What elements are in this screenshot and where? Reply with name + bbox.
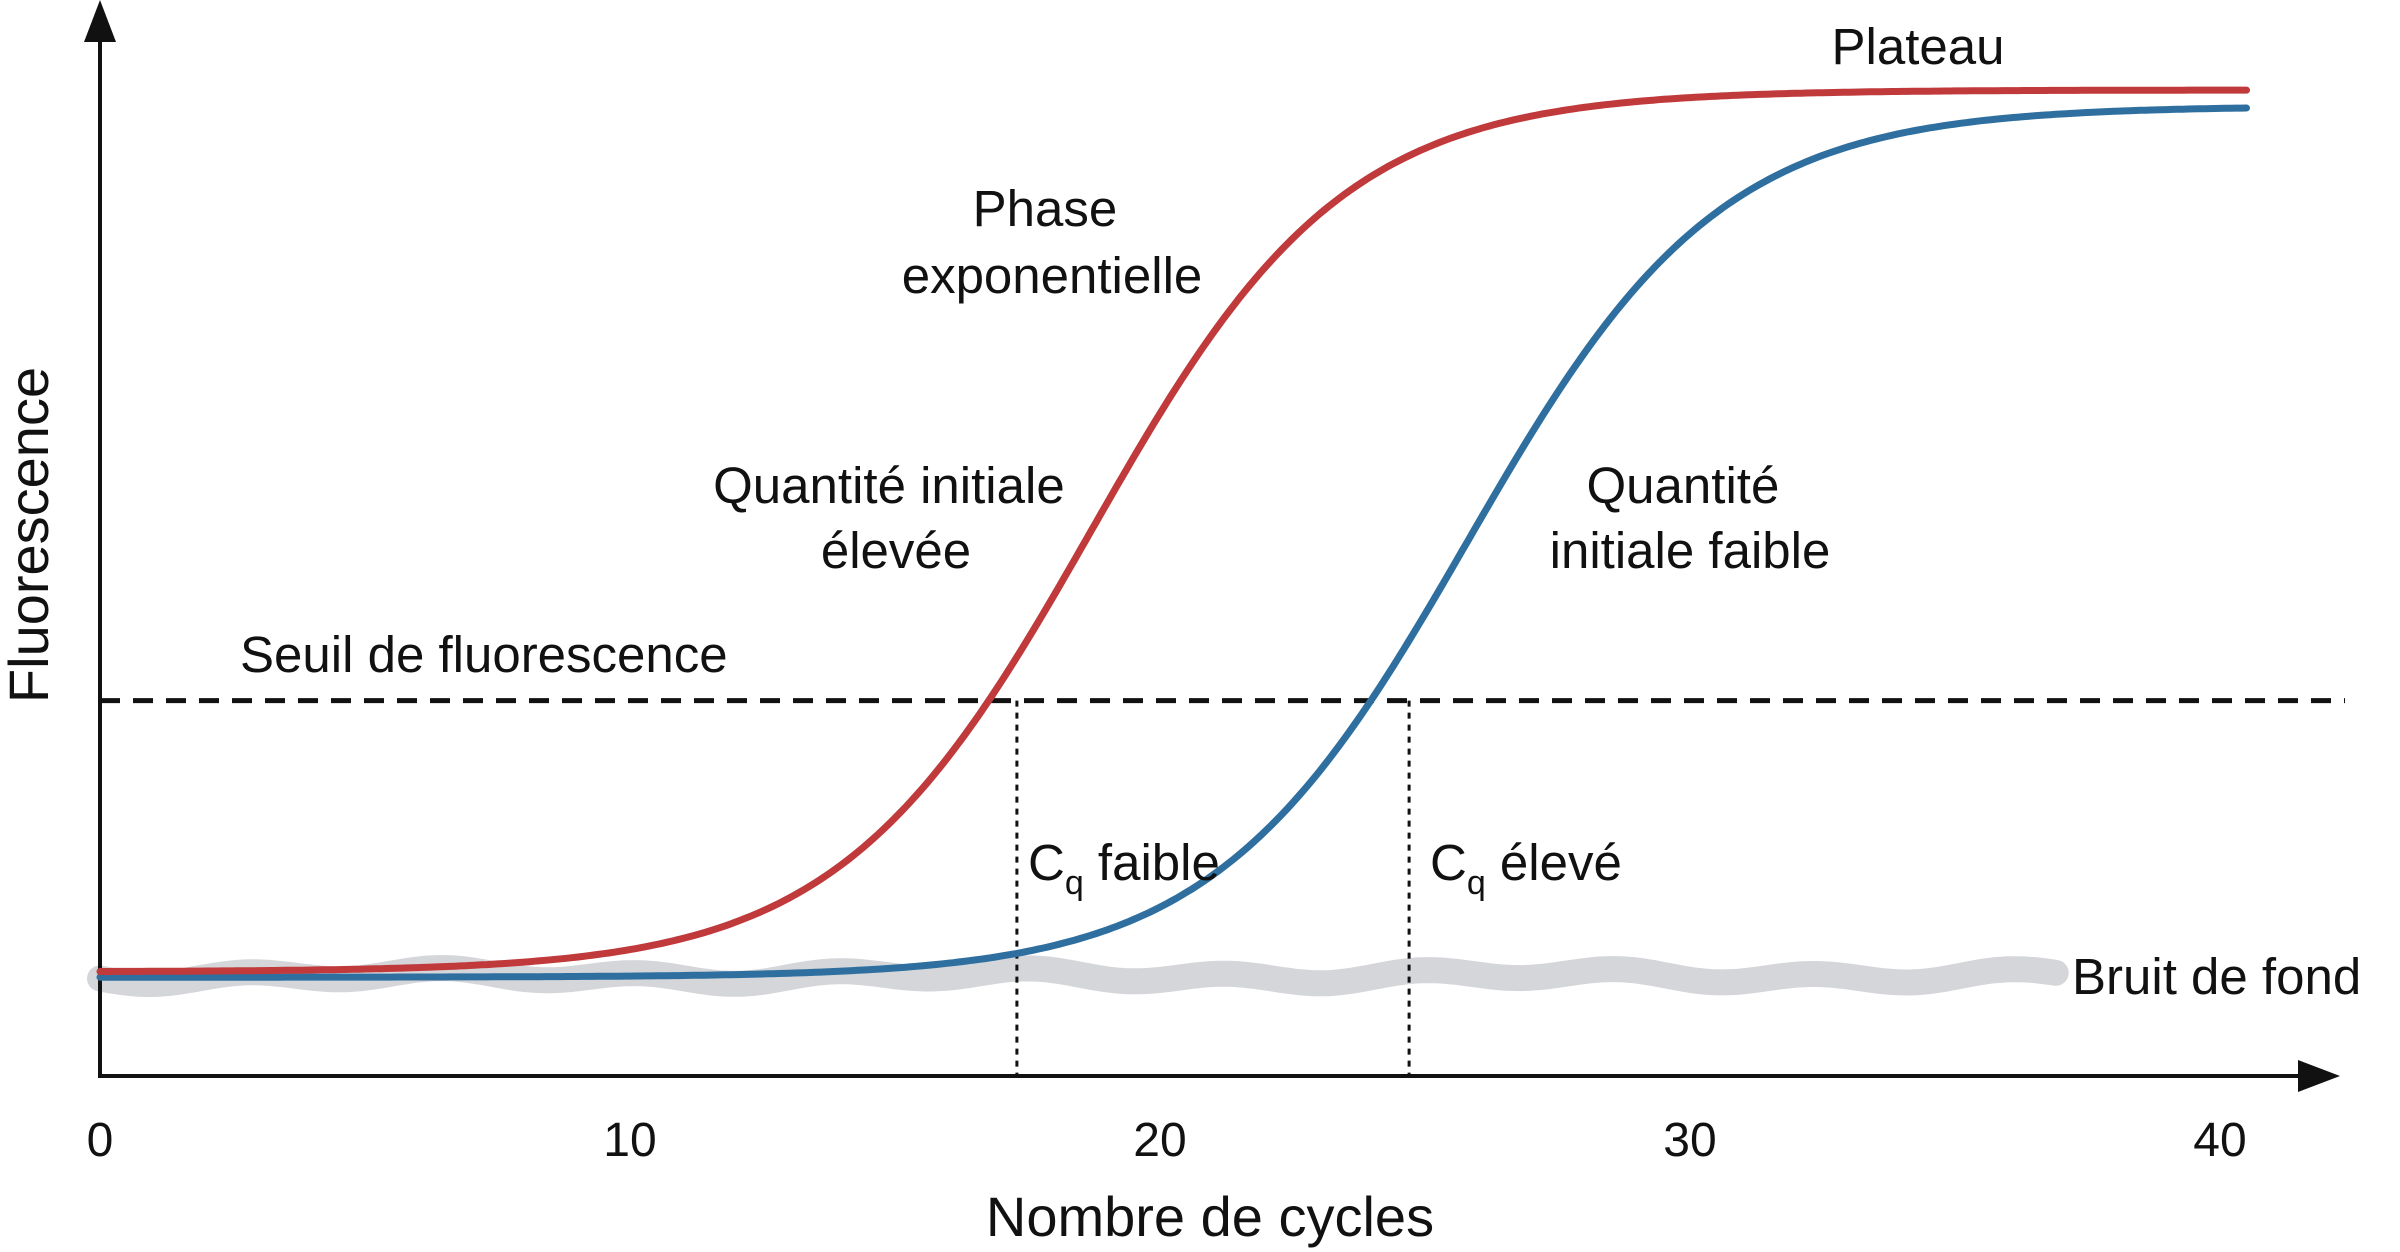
x-tick-label-20: 20 xyxy=(1133,1114,1186,1167)
cq-high-label-main: C xyxy=(1430,834,1467,891)
exponential-phase-label-line-2: exponentielle xyxy=(902,247,1203,304)
curve-low-initial-quantity xyxy=(96,104,2250,981)
x-tick-label-30: 30 xyxy=(1663,1114,1716,1167)
y-axis-title: Fluorescence xyxy=(0,367,60,703)
x-tick-label-10: 10 xyxy=(603,1114,656,1167)
high-initial-quantity-label-line-1: Quantité initiale xyxy=(713,457,1065,514)
plateau-label: Plateau xyxy=(1832,18,2005,75)
y-axis-arrow-icon xyxy=(84,0,116,42)
low-initial-quantity-label-line-1: Quantité xyxy=(1587,457,1780,514)
high-initial-quantity-label-line-2: élevée xyxy=(821,522,971,579)
cq-low-label-main: C xyxy=(1028,834,1065,891)
cq-low-label-subscript: q xyxy=(1065,864,1084,902)
cq-high-label: Cq élevé xyxy=(1430,834,1622,902)
cq-low-label-rest: faible xyxy=(1084,834,1220,891)
curve-high-initial-quantity xyxy=(96,86,2250,975)
low-initial-quantity-label-line-2: initiale faible xyxy=(1550,522,1831,579)
cq-high-label-rest: élevé xyxy=(1486,834,1622,891)
high-initial-quantity-label: Quantité initiale élevée xyxy=(713,457,1079,579)
x-tick-labels: 0 10 20 30 40 xyxy=(87,1114,2247,1167)
x-axis-title: Nombre de cycles xyxy=(986,1185,1434,1248)
cq-high-label-subscript: q xyxy=(1467,864,1486,902)
x-tick-label-40: 40 xyxy=(2193,1114,2246,1167)
x-tick-label-0: 0 xyxy=(87,1114,114,1167)
background-noise-label: Bruit de fond xyxy=(2072,948,2361,1005)
x-axis-arrow-icon xyxy=(2298,1060,2340,1092)
exponential-phase-label-line-1: Phase xyxy=(973,180,1118,237)
cq-low-label: Cq faible xyxy=(1028,834,1220,902)
threshold-label: Seuil de fluorescence xyxy=(240,626,728,683)
exponential-phase-label: Phase exponentielle xyxy=(902,180,1203,304)
low-initial-quantity-label: Quantité initiale faible xyxy=(1550,457,1831,579)
